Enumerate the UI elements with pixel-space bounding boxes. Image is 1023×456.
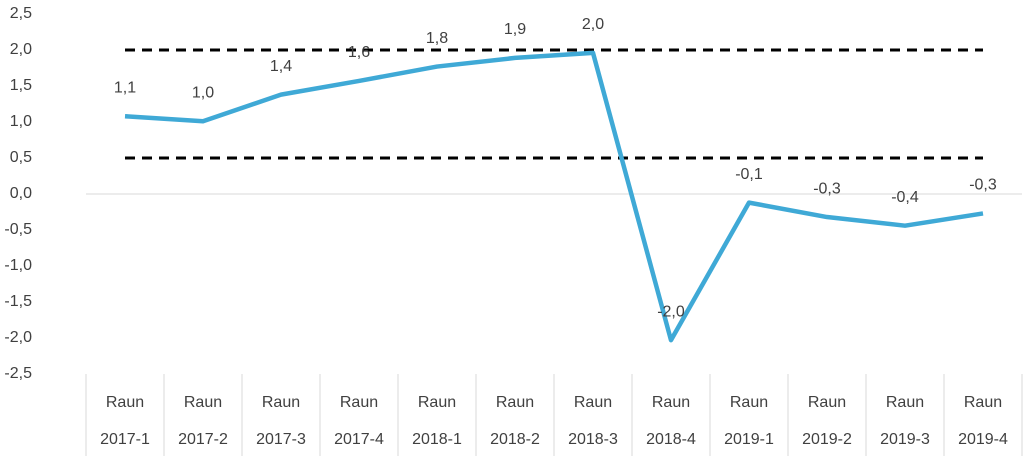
- x-tick-label: 2018-1: [412, 431, 462, 448]
- line: [124, 50, 984, 343]
- x-tick-label: 2019-1: [724, 431, 774, 448]
- x-tick-label: 2019-3: [880, 431, 930, 448]
- y-tick-label: -2,5: [4, 365, 32, 382]
- data-label: -0,3: [813, 180, 841, 197]
- y-tick-label: 2,0: [10, 41, 32, 58]
- x-tick-label: 2017-4: [334, 431, 384, 448]
- data-label: -0,4: [891, 189, 919, 206]
- y-tick-label: -0,5: [4, 221, 32, 238]
- data-label: -0,1: [735, 166, 763, 183]
- x-tick-label: Raun: [730, 394, 768, 411]
- x-tick-label: Raun: [886, 394, 924, 411]
- x-tick-label: Raun: [340, 394, 378, 411]
- y-tick-label: 1,5: [10, 77, 32, 94]
- x-tick-label: Raun: [964, 394, 1002, 411]
- y-tick-label: 1,0: [10, 113, 32, 130]
- x-tick-label: Raun: [106, 394, 144, 411]
- x-tick-label: 2018-3: [568, 431, 618, 448]
- data-label: -0,3: [969, 177, 997, 194]
- data-label: 1,4: [270, 58, 292, 75]
- y-tick-label: 0,0: [10, 185, 32, 202]
- x-tick-label: 2019-2: [802, 431, 852, 448]
- x-tick-label: Raun: [652, 394, 690, 411]
- data-label: 2,0: [582, 16, 604, 33]
- x-tick-label: Raun: [262, 394, 300, 411]
- data-label: 1,0: [192, 84, 214, 101]
- y-tick-label: -1,5: [4, 293, 32, 310]
- x-tick-label: 2018-2: [490, 431, 540, 448]
- x-tick-label: 2019-4: [958, 431, 1008, 448]
- x-tick-label: Raun: [184, 394, 222, 411]
- x-tick-label: 2017-3: [256, 431, 306, 448]
- x-tick-label: Raun: [574, 394, 612, 411]
- x-tick-label: Raun: [418, 394, 456, 411]
- x-tick-label: 2017-1: [100, 431, 150, 448]
- data-label: 1,6: [348, 44, 370, 61]
- y-tick-label: -1,0: [4, 257, 32, 274]
- data-label: -2,0: [657, 303, 685, 320]
- x-tick-label: Raun: [808, 394, 846, 411]
- y-tick-label: 0,5: [10, 149, 32, 166]
- data-label: 1,1: [114, 79, 136, 96]
- x-tick-label: 2018-4: [646, 431, 696, 448]
- data-label: 1,8: [426, 30, 448, 47]
- y-tick-label: 2,5: [10, 5, 32, 22]
- y-tick-label: -2,0: [4, 329, 32, 346]
- x-tick-label: 2017-2: [178, 431, 228, 448]
- x-tick-label: Raun: [496, 394, 534, 411]
- data-label: 1,9: [504, 21, 526, 38]
